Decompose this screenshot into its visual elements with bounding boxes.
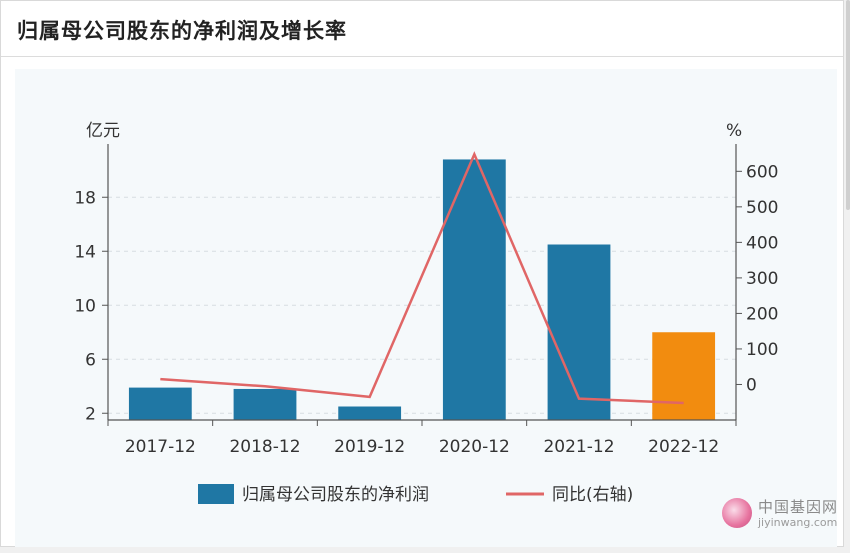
watermark-logo-icon: [722, 498, 752, 528]
left-tick-label: 10: [74, 296, 96, 316]
watermark-en: jiyinwang.com: [758, 516, 838, 529]
right-tick-label: 600: [746, 162, 778, 182]
legend: 归属母公司股东的净利润 同比(右轴): [198, 484, 633, 505]
bar-2022-12: [652, 332, 716, 420]
x-tick-label: 2017-12: [125, 437, 196, 457]
axes-layer: 2 6 10 14 18 0 100 200 300 400 500 600 2017-12 2018-1…: [74, 144, 778, 457]
right-tick-label: 100: [746, 340, 778, 360]
legend-label-line: 同比(右轴): [552, 485, 633, 505]
right-tick-label: 0: [746, 375, 757, 395]
left-axis-unit: 亿元: [86, 121, 120, 141]
x-tick-label: 2018-12: [229, 437, 300, 457]
bar-2018-12: [233, 388, 297, 420]
left-tick-label: 2: [85, 404, 96, 424]
watermark-cn: 中国基因网: [758, 498, 839, 516]
right-tick-label: 200: [746, 304, 778, 324]
x-tick-label: 2019-12: [334, 437, 405, 457]
card-header: 归属母公司股东的净利润及增长率: [1, 1, 843, 57]
scrollbar[interactable]: [846, 0, 850, 210]
right-axis-unit: %: [726, 121, 742, 141]
bar-2019-12: [338, 406, 402, 420]
left-tick-label: 14: [74, 242, 96, 262]
grid-layer: [108, 196, 736, 414]
line-layer: [160, 151, 684, 405]
x-tick-label: 2020-12: [439, 437, 510, 457]
x-tick-label: 2021-12: [543, 437, 614, 457]
left-tick-label: 18: [74, 188, 96, 208]
watermark: 中国基因网 jiyinwang.com: [722, 494, 848, 534]
left-tick-label: 6: [85, 350, 96, 370]
bar-2020-12: [442, 159, 506, 420]
x-tick-label: 2022-12: [648, 437, 719, 457]
plot-background: [15, 69, 837, 547]
yoy-line: [160, 151, 684, 405]
right-tick-label: 300: [746, 269, 778, 289]
bar-2021-12: [547, 244, 611, 420]
bars-layer: [128, 159, 716, 420]
legend-label-bar: 归属母公司股东的净利润: [242, 485, 429, 505]
chart-title: 归属母公司股东的净利润及增长率: [17, 19, 347, 43]
bar-2017-12: [128, 387, 192, 420]
right-tick-label: 500: [746, 198, 778, 218]
legend-swatch-bar: [198, 484, 234, 504]
right-tick-label: 400: [746, 233, 778, 253]
